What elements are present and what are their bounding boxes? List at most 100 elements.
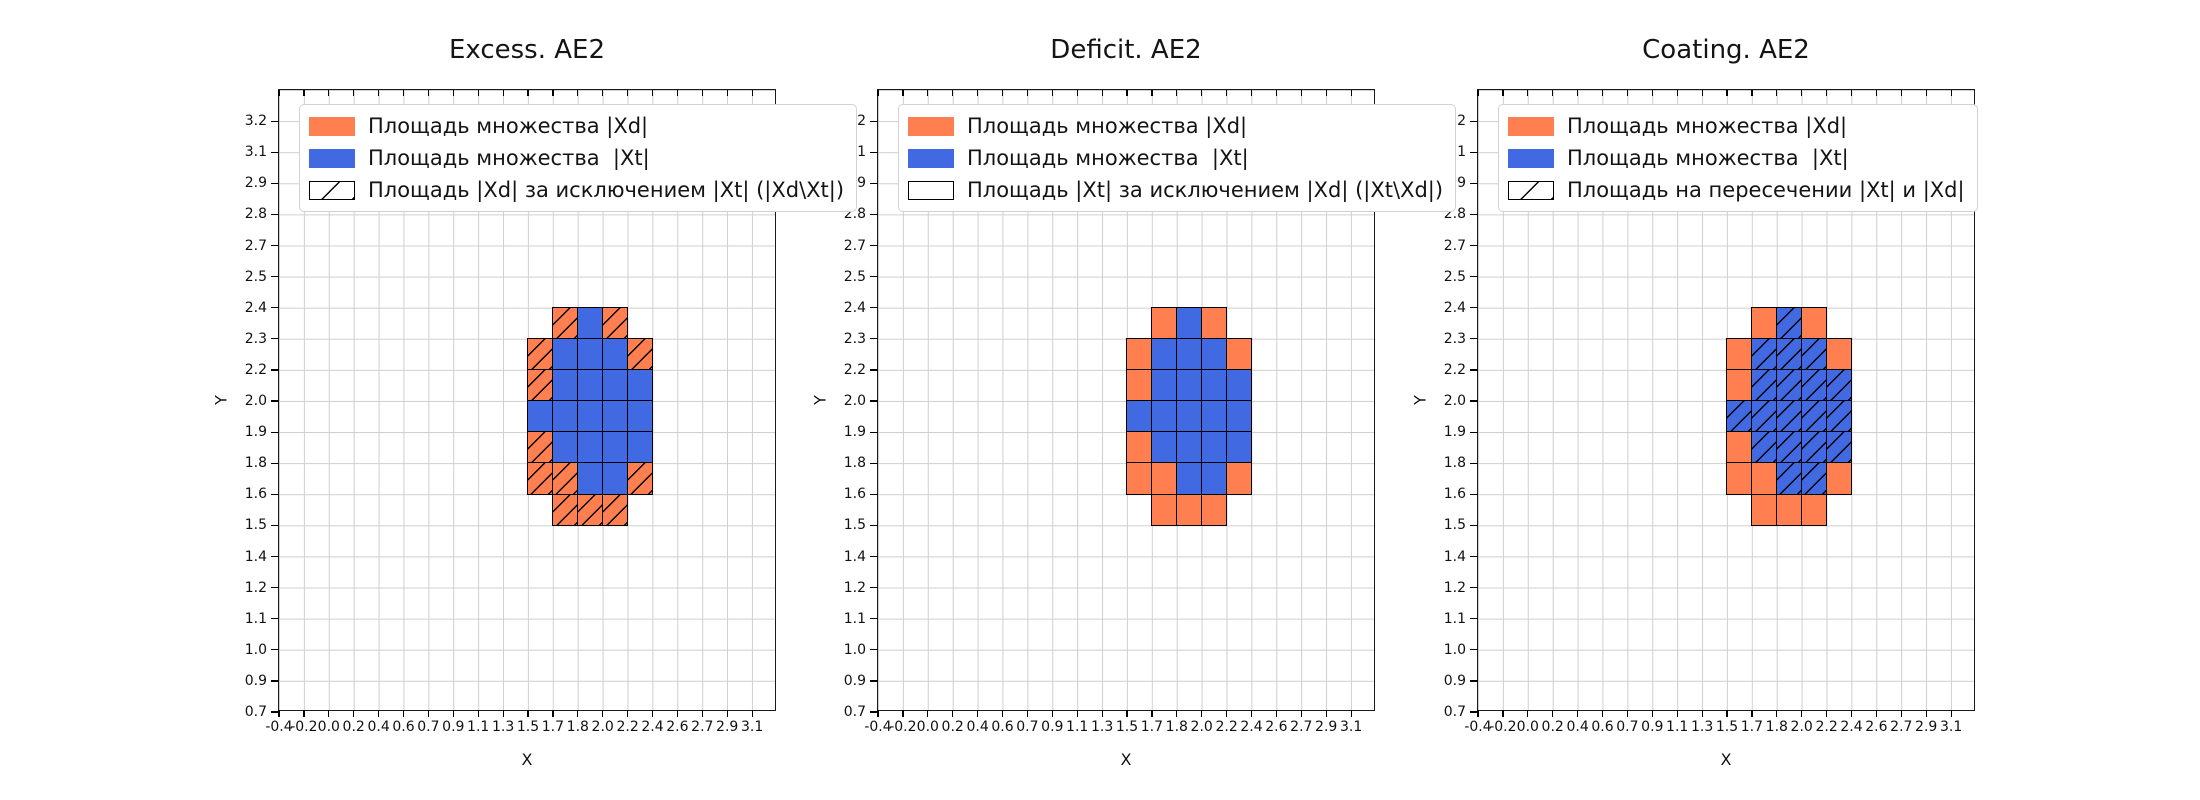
grid-cell-blue — [1200, 400, 1227, 433]
grid-cell-orange — [1126, 462, 1153, 495]
x-tick-label: -0.2 — [1489, 719, 1517, 735]
grid-cell-orange-hatched — [527, 338, 554, 371]
x-tick-mark — [353, 710, 355, 717]
x-tick-label: 2.7 — [1890, 719, 1913, 735]
grid-cell-orange — [1751, 493, 1778, 526]
y-tick-label: 2.3 — [244, 330, 267, 347]
grid-cell-orange — [1776, 493, 1803, 526]
grid-cell-orange — [1126, 369, 1153, 402]
y-tick-mark — [870, 244, 878, 247]
y-axis-label: Y — [211, 395, 231, 405]
y-tick-mark — [1470, 587, 1478, 589]
grid-cell-orange-hatched — [527, 431, 554, 464]
x-tick-mark — [952, 710, 954, 717]
x-top-tick-mark — [1875, 90, 1878, 96]
x-tick-label: 1.1 — [1066, 719, 1089, 735]
x-tick-label: 3.1 — [740, 719, 764, 735]
x-top-tick-mark — [902, 90, 904, 96]
x-tick-label: 0.7 — [417, 719, 440, 735]
y-tick-mark — [870, 151, 878, 153]
y-tick-mark — [1470, 244, 1478, 247]
legend-swatch-blue — [309, 148, 355, 168]
y-tick-mark — [1470, 369, 1478, 371]
y-tick-mark — [1470, 618, 1478, 620]
plot-area: Площадь множества |Xd| Площадь множества … — [811, 89, 1457, 769]
x-tick-label: 2.9 — [716, 719, 739, 735]
plot-area: Площадь множества |Xd| Площадь множества … — [1411, 89, 1978, 769]
legend-swatch-orange — [908, 116, 954, 136]
y-tick-mark — [271, 151, 279, 153]
x-tick-mark — [1477, 710, 1479, 717]
y-tick-mark — [271, 524, 279, 527]
y-tick-label: 2.8 — [244, 206, 267, 223]
x-tick-mark — [1101, 710, 1103, 717]
y-tick-label: 2.5 — [244, 268, 267, 285]
grid-cell-orange — [1200, 493, 1227, 526]
y-tick-mark — [1470, 151, 1478, 153]
y-tick-label: 1.5 — [1443, 517, 1466, 534]
x-tick-mark — [1626, 710, 1629, 717]
y-tick-mark — [870, 462, 878, 464]
y-tick-label: 1.4 — [244, 548, 267, 565]
grid-cell-orange — [1151, 462, 1178, 495]
x-tick-label: 0.2 — [941, 719, 964, 735]
grid-cell-orange — [1176, 493, 1203, 526]
x-tick-mark — [701, 710, 703, 717]
y-tick-mark — [870, 649, 878, 651]
y-tick-label: 1.4 — [1443, 548, 1466, 565]
legend-item: Площадь множества |Xd| — [309, 111, 844, 141]
x-tick-mark — [1275, 710, 1278, 717]
y-tick-mark — [870, 493, 878, 495]
x-tick-mark — [877, 710, 879, 717]
x-tick-mark — [1552, 710, 1554, 717]
x-tick-mark — [1900, 710, 1902, 717]
x-top-tick-mark — [1950, 90, 1952, 96]
y-tick-label: 1.9 — [1443, 424, 1466, 441]
y-tick-mark — [870, 680, 878, 682]
x-tick-label: 2.4 — [1840, 719, 1863, 735]
y-tick-mark — [271, 431, 279, 433]
x-top-tick-mark — [1502, 90, 1504, 96]
y-tick-mark — [1470, 555, 1478, 558]
y-tick-mark — [271, 555, 279, 558]
y-tick-label: 1.0 — [1443, 641, 1466, 658]
x-top-tick-mark — [1226, 90, 1228, 96]
x-tick-label: 2.6 — [666, 719, 689, 735]
x-tick-mark — [278, 710, 280, 717]
grid-cell-blue — [1176, 369, 1203, 402]
x-tick-label: 0.0 — [317, 719, 340, 735]
x-tick-label: 1.8 — [1765, 719, 1788, 735]
y-tick-label: 2.4 — [244, 299, 267, 316]
x-tick-label: 3.1 — [1939, 719, 1963, 735]
x-tick-mark — [1701, 710, 1703, 717]
y-tick-label: 1.2 — [843, 579, 866, 596]
y-tick-label: 2.4 — [843, 299, 866, 316]
x-top-tick-mark — [1325, 90, 1327, 96]
x-tick-label: 0.2 — [1541, 719, 1564, 735]
x-tick-mark — [751, 710, 753, 717]
x-tick-mark — [602, 710, 604, 717]
legend-label: Площадь множества |Xd| — [1567, 114, 1848, 138]
y-tick-label: 1.8 — [244, 455, 267, 472]
grid-cell-orange — [1200, 306, 1227, 340]
grid-cell-blue — [1225, 369, 1252, 402]
y-tick-label: 1.1 — [1443, 610, 1466, 627]
x-tick-mark — [1001, 710, 1004, 717]
y-tick-mark — [870, 400, 878, 402]
x-tick-label: 3.1 — [1339, 719, 1363, 735]
y-tick-mark — [271, 120, 279, 122]
x-tick-label: -0.4 — [864, 719, 892, 735]
grid-cell-blue-hatched — [1800, 400, 1827, 433]
y-tick-mark — [870, 276, 878, 278]
x-tick-mark — [1925, 710, 1927, 717]
x-top-tick-mark — [353, 90, 355, 96]
legend-swatch-empty — [908, 180, 954, 200]
y-tick-mark — [1470, 276, 1478, 278]
x-tick-mark — [1751, 710, 1753, 717]
y-tick-mark — [1470, 338, 1478, 340]
x-tick-mark — [1076, 710, 1078, 717]
grid-cell-blue — [1200, 369, 1227, 402]
y-tick-mark — [870, 524, 878, 527]
x-top-tick-mark — [1151, 90, 1153, 96]
x-top-tick-mark — [1850, 90, 1853, 96]
